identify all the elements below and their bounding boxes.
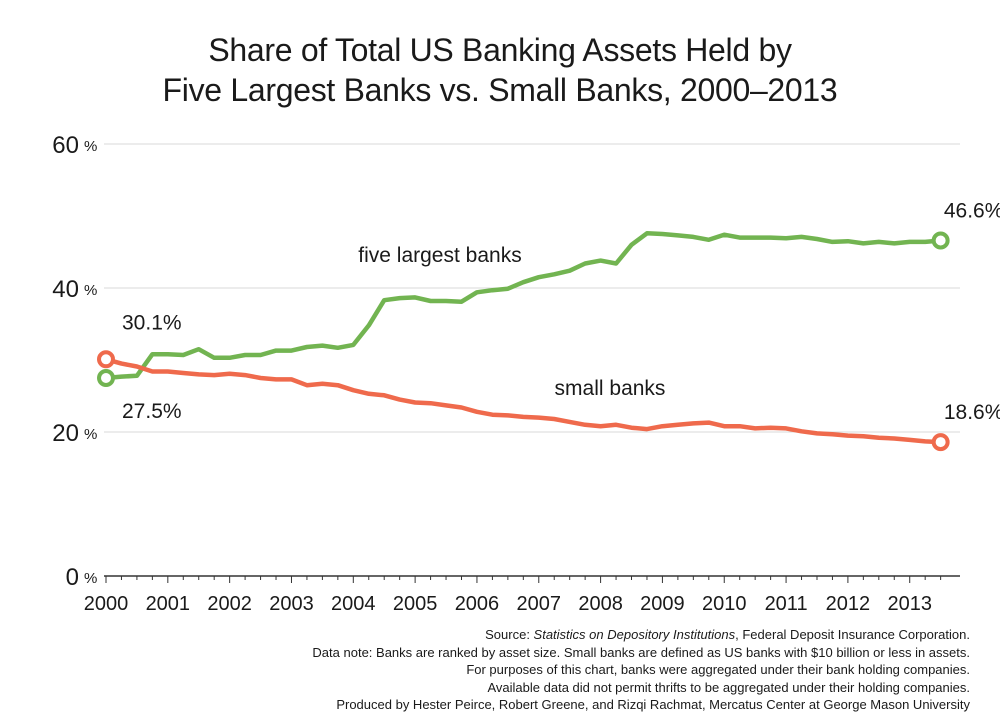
data-note: Data note: Banks are ranked by asset siz… xyxy=(312,644,970,660)
x-tick-label: 2009 xyxy=(640,593,685,615)
source-note: Source: Statistics on Depository Institu… xyxy=(312,626,970,644)
x-tick-label: 2008 xyxy=(578,593,623,615)
data-label: 18.6% xyxy=(944,401,1000,424)
x-tick-label: 2001 xyxy=(146,593,191,615)
x-tick-label: 2013 xyxy=(887,593,932,615)
aggregation-note: For purposes of this chart, banks were a… xyxy=(466,662,970,677)
endpoint-marker xyxy=(97,369,115,387)
x-tick-label: 2006 xyxy=(455,593,500,615)
x-tick-label: 2011 xyxy=(765,593,808,615)
axes: 0 % 20 % 40 % 60 % 2000 2001 2002 2003 2004 2005 2006 2… xyxy=(52,132,960,615)
y-tick-unit: % xyxy=(84,570,97,587)
chart-labels: five largest banks small banks 27.5% 46.6% 3… xyxy=(122,199,1000,424)
x-tick-label: 2004 xyxy=(331,593,376,615)
endpoint-marker xyxy=(97,350,115,369)
chart-title-line-1: Share of Total US Banking Assets Held by xyxy=(208,32,792,68)
x-tick-label: 2003 xyxy=(269,593,314,615)
series-lines xyxy=(97,231,950,452)
y-tick-unit: % xyxy=(84,426,97,443)
y-tick-label: 60 xyxy=(52,132,79,159)
data-label: 30.1% xyxy=(122,311,182,334)
source-title: Statistics on Depository Institutions xyxy=(533,627,736,642)
x-tick-label: 2010 xyxy=(702,593,747,615)
endpoint-marker xyxy=(931,231,950,250)
x-tick-label: 2007 xyxy=(517,593,562,615)
series-label: five largest banks xyxy=(358,244,521,267)
x-tick-label: 2005 xyxy=(393,593,438,615)
y-tick-label: 40 xyxy=(52,276,79,303)
y-tick-label: 20 xyxy=(52,420,79,447)
series-line-small-banks xyxy=(103,357,943,445)
series-line-five-largest-banks xyxy=(103,231,943,381)
credit-note: Produced by Hester Peirce, Robert Greene… xyxy=(336,697,970,712)
source-suffix: , Federal Deposit Insurance Corporation. xyxy=(735,627,970,642)
x-tick-label: 2000 xyxy=(84,593,129,615)
gridlines xyxy=(104,143,960,433)
series-label: small banks xyxy=(555,377,666,400)
footnotes: Source: Statistics on Depository Institu… xyxy=(312,626,970,714)
source-prefix: Source: xyxy=(485,627,534,642)
chart-title: Share of Total US Banking Assets Held by… xyxy=(0,30,1000,110)
x-tick-label: 2012 xyxy=(826,593,871,615)
y-tick-label: 0 xyxy=(66,564,79,591)
endpoint-marker xyxy=(931,433,950,452)
chart-title-line-2: Five Largest Banks vs. Small Banks, 2000… xyxy=(162,72,838,108)
y-tick-unit: % xyxy=(84,282,97,299)
y-tick-unit: % xyxy=(84,138,97,155)
data-label: 46.6% xyxy=(944,199,1000,222)
data-label: 27.5% xyxy=(122,400,182,423)
x-tick-label: 2002 xyxy=(207,593,252,615)
thrift-note: Available data did not permit thrifts to… xyxy=(487,679,970,695)
